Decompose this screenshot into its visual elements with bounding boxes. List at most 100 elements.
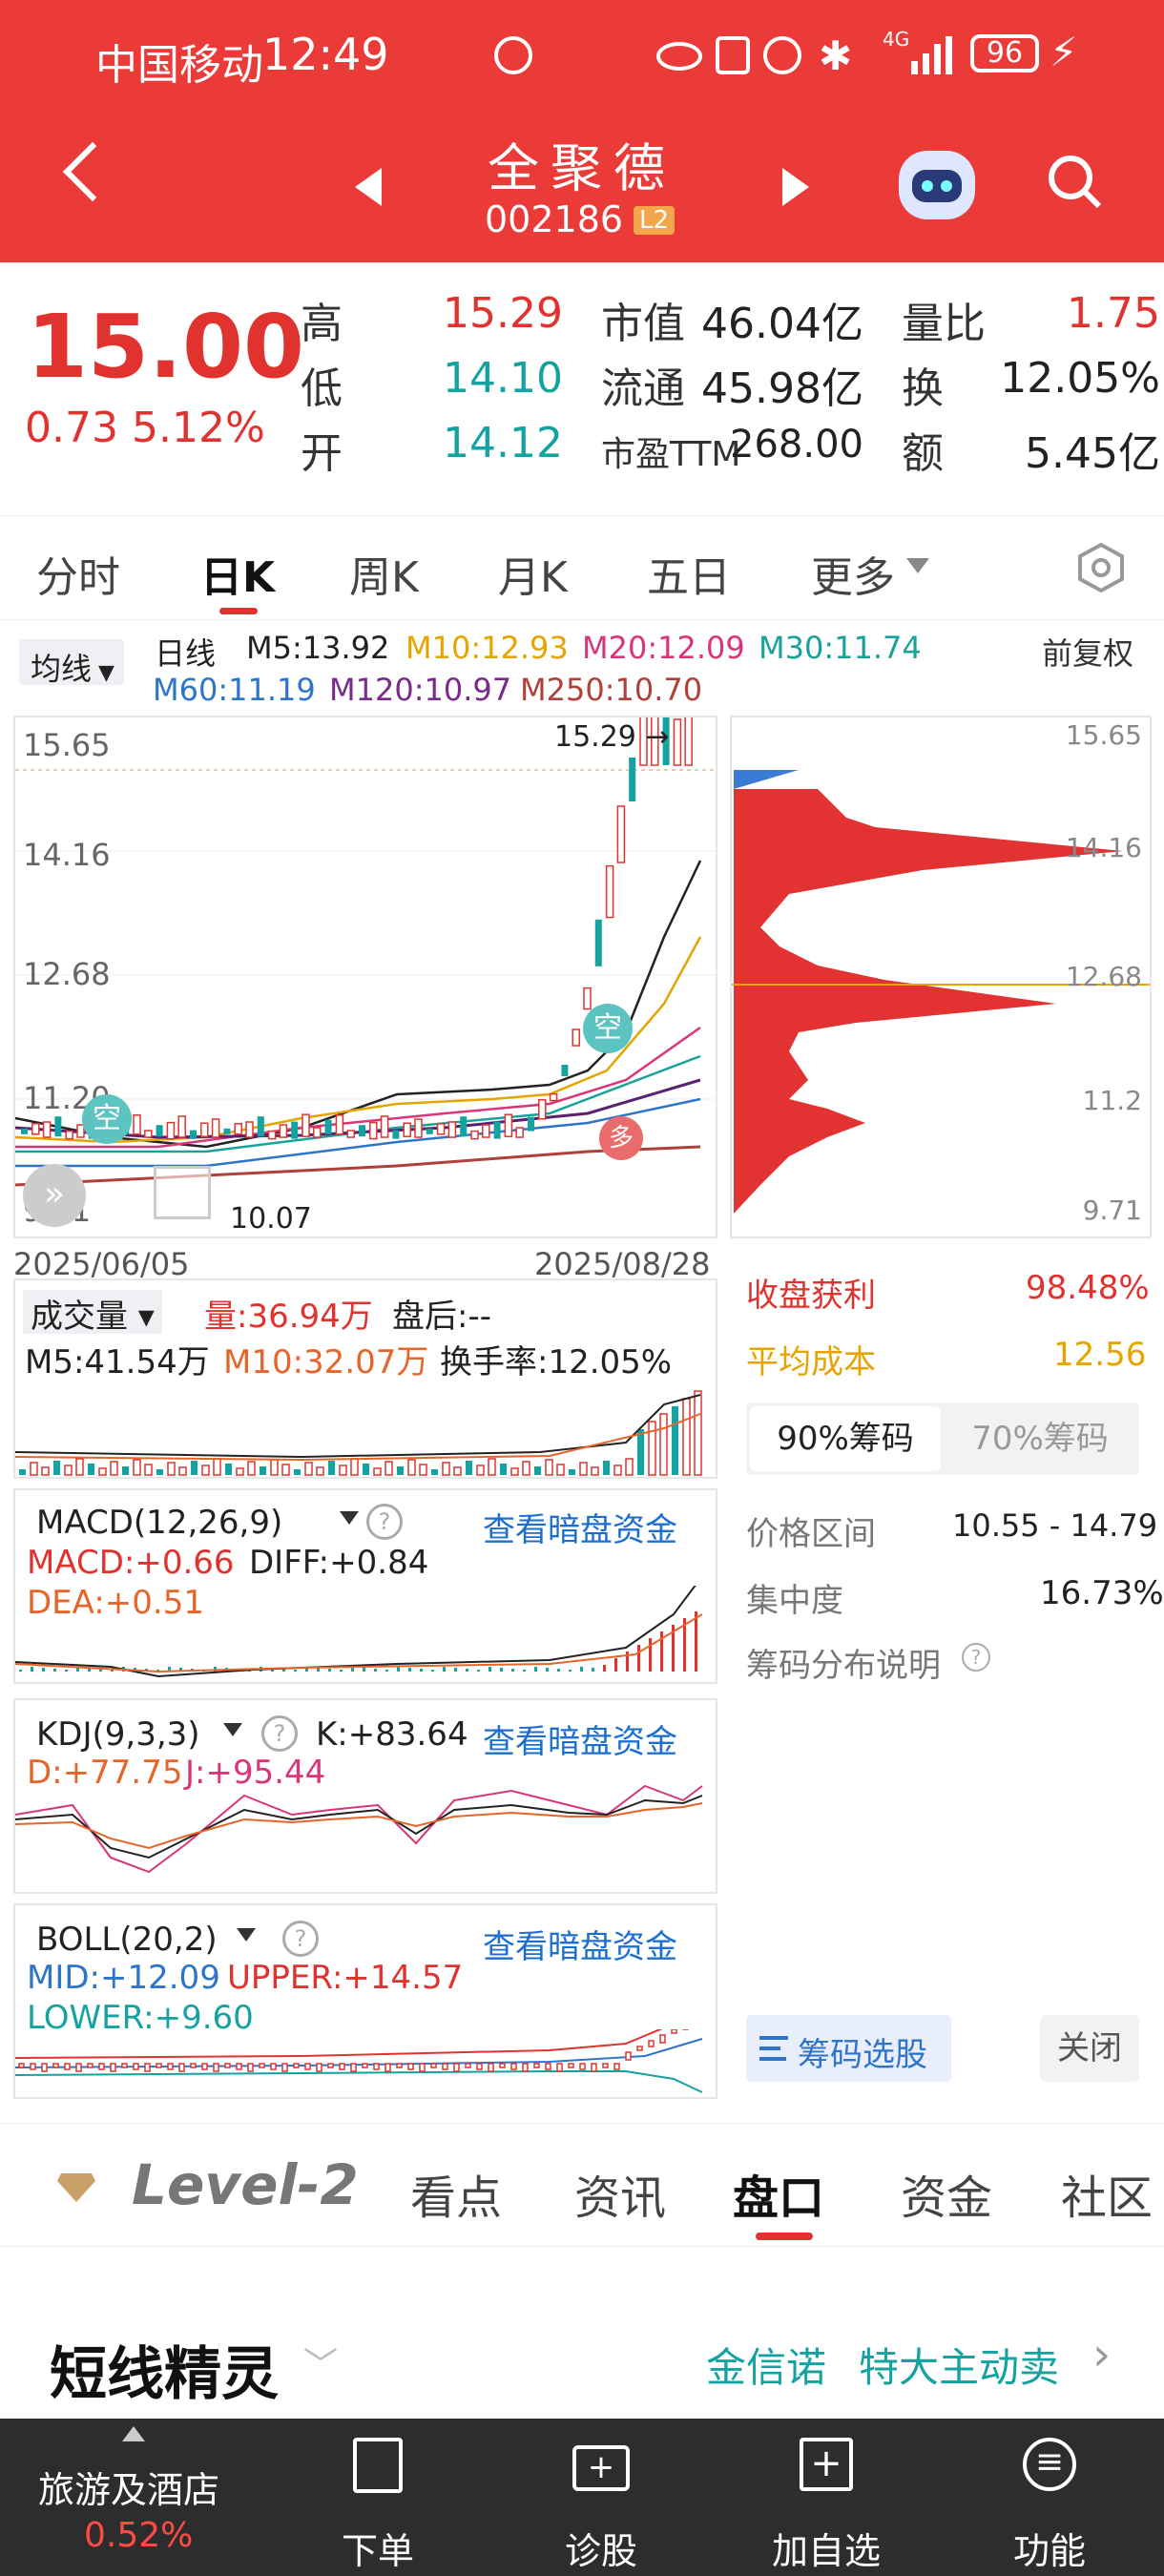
boll-panel[interactable]: BOLL(20,2) ? 查看暗盘资金 MID:+12.09 UPPER:+14… bbox=[13, 1903, 717, 2099]
help-icon[interactable]: ? bbox=[282, 1921, 319, 1957]
candle bbox=[583, 987, 592, 1010]
functions-button[interactable]: ≡ 功能 bbox=[954, 2419, 1145, 2576]
tab-five-day[interactable]: 五日 bbox=[647, 553, 731, 602]
macd-panel[interactable]: MACD(12,26,9) ? 查看暗盘资金 MACD:+0.66 DIFF:+… bbox=[13, 1488, 717, 1684]
kdj-panel[interactable]: KDJ(9,3,3) ? K:+83.64 查看暗盘资金 D:+77.75 J:… bbox=[13, 1698, 717, 1894]
order-button[interactable]: 下单 bbox=[282, 2419, 473, 2576]
tab-intraday[interactable]: 分时 bbox=[36, 553, 120, 602]
chip-select-button[interactable]: 筹码选股 bbox=[746, 2015, 951, 2082]
tab-level2[interactable]: Level-2 bbox=[132, 2152, 359, 2217]
dark-pool-link[interactable]: 查看暗盘资金 bbox=[483, 1723, 677, 1761]
long-signal-badge[interactable]: 多 bbox=[599, 1116, 643, 1160]
tab-70-chips[interactable]: 70%筹码 bbox=[971, 1420, 1109, 1458]
candle bbox=[42, 1121, 52, 1138]
tab-orderbook[interactable]: 盘口 bbox=[733, 2171, 825, 2225]
macd-bar bbox=[626, 1652, 629, 1672]
volume-bar bbox=[579, 1462, 588, 1476]
chevron-down-icon[interactable] bbox=[340, 1511, 359, 1525]
candles bbox=[21, 707, 693, 1140]
boll-candle bbox=[87, 2063, 94, 2068]
macd-bar bbox=[340, 1670, 343, 1672]
add-watchlist-button[interactable]: + 加自选 bbox=[731, 2419, 922, 2576]
sector-change: 0.52% bbox=[84, 2516, 194, 2555]
diagnose-button[interactable]: + 诊股 bbox=[506, 2419, 696, 2576]
boll-mid: MID:+12.09 bbox=[27, 1959, 220, 1997]
volume-bar bbox=[156, 1469, 163, 1475]
candle bbox=[200, 1122, 209, 1137]
help-icon[interactable]: ? bbox=[366, 1504, 403, 1540]
boll-candle bbox=[350, 2063, 357, 2072]
candle bbox=[426, 1128, 433, 1134]
chevron-down-icon[interactable]: ﹀ bbox=[303, 2346, 339, 2385]
tab-funds[interactable]: 资金 bbox=[901, 2171, 993, 2225]
help-icon[interactable]: ? bbox=[962, 1643, 990, 1672]
ma-selector[interactable]: 均线 ▼ bbox=[19, 639, 124, 687]
ma120: M120:10.97 bbox=[329, 672, 512, 708]
chip-explain-link[interactable]: 筹码分布说明 bbox=[746, 1647, 941, 1685]
boll-upper: UPPER:+14.57 bbox=[227, 1959, 464, 1997]
candle bbox=[515, 1127, 524, 1138]
chevron-down-icon[interactable] bbox=[237, 1928, 256, 1942]
volume-selector[interactable]: 成交量 ▾ bbox=[23, 1290, 162, 1336]
spirit-event[interactable]: 特大主动卖 bbox=[859, 2344, 1060, 2391]
volume-bar bbox=[191, 1461, 197, 1475]
close-chips-button[interactable]: 关闭 bbox=[1040, 2015, 1139, 2082]
volume-bar bbox=[397, 1466, 404, 1475]
tab-90-chips[interactable]: 90%筹码 bbox=[750, 1406, 941, 1471]
concentration-label: 集中度 bbox=[746, 1582, 843, 1620]
tab-daily-k[interactable]: 日K bbox=[200, 553, 276, 602]
macd-bar bbox=[111, 1670, 114, 1672]
tab-news[interactable]: 资讯 bbox=[574, 2171, 667, 2225]
kdj-label[interactable]: KDJ(9,3,3) bbox=[36, 1715, 200, 1754]
macd-bar bbox=[294, 1670, 297, 1672]
tab-more[interactable]: 更多 bbox=[811, 553, 895, 602]
j-value: J:+95.44 bbox=[185, 1754, 326, 1792]
turnover-value: 12.05% bbox=[1000, 354, 1160, 403]
candle bbox=[594, 919, 602, 966]
short-signal-badge[interactable]: 空 bbox=[583, 1004, 633, 1053]
candle bbox=[673, 718, 682, 766]
settings-hex-icon[interactable] bbox=[1076, 542, 1126, 593]
volume-panel[interactable]: 成交量 ▾ 量:36.94万 盘后:-- M5:41.54万 M10:32.07… bbox=[13, 1278, 717, 1479]
help-icon[interactable]: ? bbox=[261, 1715, 298, 1752]
vol-ratio-label: 量比 bbox=[902, 300, 986, 348]
fullscreen-icon[interactable] bbox=[154, 1166, 211, 1219]
dark-pool-link[interactable]: 查看暗盘资金 bbox=[483, 1928, 677, 1966]
tab-highlights[interactable]: 看点 bbox=[410, 2171, 503, 2225]
tab-weekly-k[interactable]: 周K bbox=[349, 553, 419, 602]
search-icon[interactable] bbox=[1046, 153, 1103, 210]
volume-bar bbox=[88, 1464, 94, 1475]
short-signal-badge-2[interactable]: 空 bbox=[82, 1094, 132, 1144]
chip-select-label: 筹码选股 bbox=[798, 2036, 927, 2074]
period-tabs: 分时 日K 周K 月K 五日 更多 bbox=[0, 515, 1164, 620]
spirit-title[interactable]: 短线精灵 bbox=[50, 2341, 279, 2408]
chevron-right-icon[interactable]: › bbox=[1092, 2328, 1112, 2381]
collapse-arrow-icon[interactable]: » bbox=[23, 1164, 86, 1227]
sector-name[interactable]: 旅游及酒店 bbox=[38, 2469, 220, 2511]
kline-chart[interactable]: 15.29 → 10.07 15.65 14.16 12.68 11.20 9.… bbox=[13, 707, 717, 1238]
candle bbox=[493, 1121, 501, 1139]
robot-assistant-icon[interactable] bbox=[899, 151, 975, 219]
boll-candle bbox=[453, 2063, 460, 2072]
boll-candle bbox=[41, 2063, 48, 2072]
next-stock-icon[interactable] bbox=[782, 168, 809, 206]
prev-stock-icon[interactable] bbox=[355, 168, 382, 206]
candle bbox=[177, 1115, 186, 1138]
tab-monthly-k[interactable]: 月K bbox=[498, 553, 568, 602]
boll-label[interactable]: BOLL(20,2) bbox=[36, 1921, 218, 1959]
boll-candle bbox=[636, 2046, 643, 2051]
back-icon[interactable] bbox=[62, 141, 123, 202]
candle bbox=[380, 1115, 389, 1138]
detail-tabs: Level-2 看点 资讯 盘口 资金 社区 bbox=[0, 2123, 1164, 2247]
adjust-mode[interactable]: 前复权 bbox=[1042, 635, 1134, 672]
vol-m5: M5:41.54万 bbox=[25, 1343, 210, 1381]
expand-up-icon[interactable] bbox=[122, 2426, 145, 2441]
chip-distribution[interactable]: 15.65 14.16 12.68 11.2 9.71 bbox=[730, 716, 1152, 1238]
macd-value: MACD:+0.66 bbox=[27, 1544, 235, 1582]
tab-community[interactable]: 社区 bbox=[1061, 2171, 1154, 2225]
dark-pool-link[interactable]: 查看暗盘资金 bbox=[483, 1511, 677, 1549]
spirit-stock[interactable]: 金信诺 bbox=[706, 2344, 827, 2391]
chevron-down-icon[interactable] bbox=[223, 1723, 242, 1736]
macd-label[interactable]: MACD(12,26,9) bbox=[36, 1504, 283, 1542]
candle bbox=[572, 1028, 580, 1047]
